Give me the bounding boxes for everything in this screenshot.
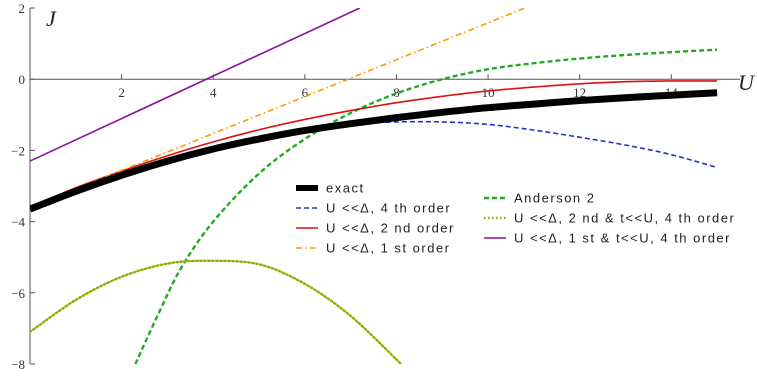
y-ticks: −8 −6 −4 −2 0 2 [11, 1, 35, 372]
y-tick-label: 0 [19, 72, 26, 87]
y-tick-label: −6 [11, 286, 25, 301]
series-line-5 [30, 259, 403, 364]
legend-label-1: U <<Δ, 4 th order [326, 201, 451, 216]
legend-label-6: U <<Δ, 1 st & t<<U, 4 th order [514, 231, 731, 246]
x-tick-label: 2 [118, 85, 125, 100]
x-tick-label: 6 [302, 85, 309, 100]
legend-label-3: U <<Δ, 1 st order [326, 241, 451, 256]
series-line-4 [134, 48, 718, 364]
series-line-1 [30, 120, 718, 209]
y-tick-label: −2 [11, 143, 25, 158]
x-tick-label: 8 [393, 85, 400, 100]
x-tick-label: 10 [482, 85, 495, 100]
y-axis-label: J [46, 6, 57, 31]
legend-label-5: U <<Δ, 2 nd & t<<U, 4 th order [514, 211, 735, 226]
series-layer [30, 8, 718, 364]
legend-label-4: Anderson 2 [514, 191, 596, 206]
series-line-3 [30, 8, 526, 209]
x-tick-label: 4 [210, 85, 217, 100]
x-tick-label: 12 [573, 85, 586, 100]
y-tick-label: −4 [11, 215, 25, 230]
series-line-6 [30, 8, 361, 162]
series-line-2 [30, 80, 718, 209]
legend-label-0: exact [326, 181, 365, 196]
y-tick-label: −8 [11, 357, 25, 372]
series-line-0 [30, 89, 718, 213]
x-axis-label: U [738, 70, 756, 95]
legend: exact U <<Δ, 4 th order U <<Δ, 2 nd order U… [296, 181, 735, 256]
y-tick-label: 2 [19, 1, 26, 16]
legend-label-2: U <<Δ, 2 nd order [326, 221, 455, 236]
axes: 2 4 6 8 10 12 14 −8−6−4−202 U J [11, 1, 756, 372]
